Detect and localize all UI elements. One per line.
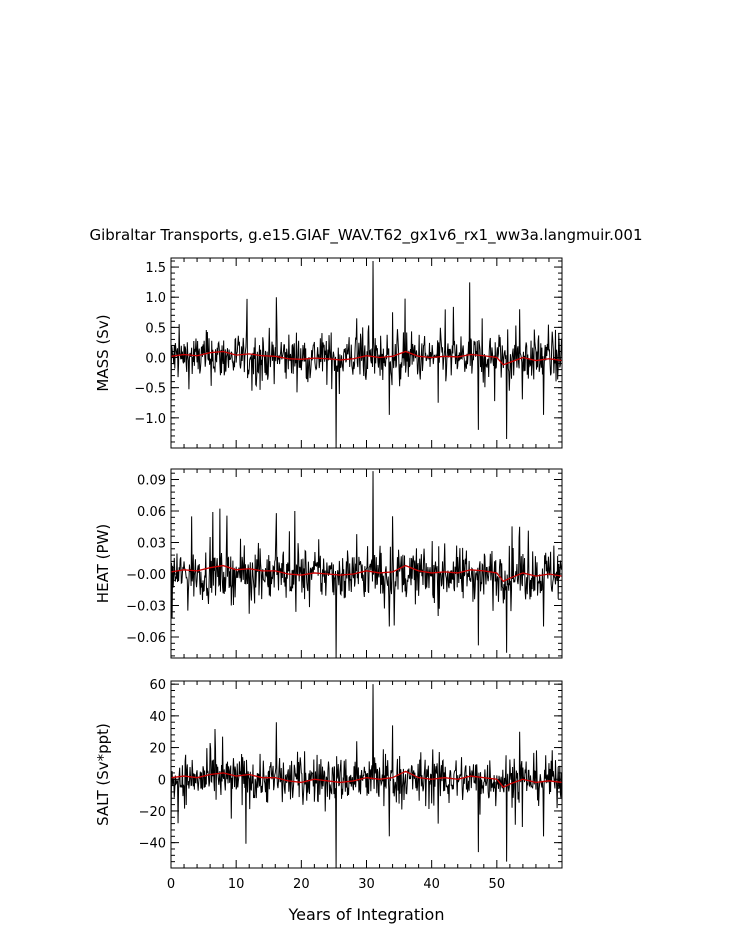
y-tick-label: 0.0 [145,352,166,367]
chart-title: Gibraltar Transports, g.e15.GIAF_WAV.T62… [89,226,642,245]
panel-2: 0.09 0.06 0.03 −0.00 −0.03 −0.06 HEAT (PW) [94,468,563,659]
series-monthly [171,684,562,868]
x-axis-label: Years of Integration [288,905,445,924]
y-tick-label: −0.03 [126,600,166,615]
y-tick-label: 0 [158,773,166,788]
y-axis-label: SALT (Sv*ppt) [94,723,112,826]
series-running-mean [171,350,562,366]
y-tick-label: 40 [149,710,166,725]
y-tick-label: −1.0 [134,412,166,427]
series-running-mean [171,770,562,788]
x-tick-label: 40 [423,877,440,892]
panel-1: 1.5 1.0 0.5 0.0 −0.5 −1.0 MASS (Sv) [94,257,563,449]
x-tick-label: 30 [358,877,375,892]
y-axis-label: HEAT (PW) [94,524,112,603]
series-running-mean [171,564,562,583]
y-tick-label: 0.06 [137,505,166,520]
panel-3: 60 40 20 0 −20 −40 SALT (Sv*ppt) 0 10 20 30 40 50 Yea… [94,678,563,924]
y-tick-label: −40 [139,837,166,852]
plot-frame [170,468,563,659]
x-tick-label: 20 [293,877,310,892]
x-tick-label: 0 [167,877,175,892]
y-tick-label: 60 [149,678,166,693]
series-monthly [171,261,562,448]
y-tick-label: −0.5 [134,382,166,397]
y-tick-label: 1.0 [145,291,166,306]
y-tick-label: 0.09 [137,474,166,489]
x-tick-label: 50 [489,877,506,892]
y-tick-label: 20 [149,742,166,757]
y-tick-label: 0.5 [145,321,166,336]
x-tick-label: 10 [228,877,245,892]
y-tick-label: −0.06 [126,631,166,646]
y-tick-label: −20 [139,805,166,820]
series-monthly [171,471,562,658]
y-tick-label: 1.5 [145,261,166,276]
y-tick-label: 0.03 [137,537,166,552]
y-axis-label: MASS (Sv) [94,314,112,391]
y-tick-label: −0.00 [126,568,166,583]
